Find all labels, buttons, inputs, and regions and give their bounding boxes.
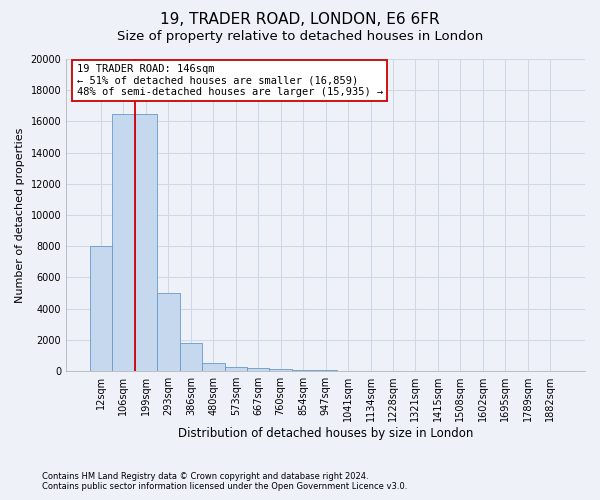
Bar (224, 367, 247, 371)
Bar (90, 246, 112, 371)
Bar (247, 368, 269, 371)
Text: 19 TRADER ROAD: 146sqm
← 51% of detached houses are smaller (16,859)
48% of semi: 19 TRADER ROAD: 146sqm ← 51% of detached… (77, 64, 383, 97)
Bar (269, 370, 292, 371)
Bar (157, 293, 179, 371)
Bar (314, 370, 337, 371)
Bar (179, 343, 202, 371)
Text: Size of property relative to detached houses in London: Size of property relative to detached ho… (117, 30, 483, 43)
Bar (202, 364, 224, 371)
Bar (112, 114, 134, 371)
Bar (134, 114, 157, 371)
Text: Contains public sector information licensed under the Open Government Licence v3: Contains public sector information licen… (42, 482, 407, 491)
X-axis label: Distribution of detached houses by size in London: Distribution of detached houses by size … (178, 427, 473, 440)
Bar (292, 370, 314, 371)
Text: Contains HM Land Registry data © Crown copyright and database right 2024.: Contains HM Land Registry data © Crown c… (42, 472, 368, 481)
Text: 19, TRADER ROAD, LONDON, E6 6FR: 19, TRADER ROAD, LONDON, E6 6FR (160, 12, 440, 28)
Y-axis label: Number of detached properties: Number of detached properties (15, 128, 25, 302)
